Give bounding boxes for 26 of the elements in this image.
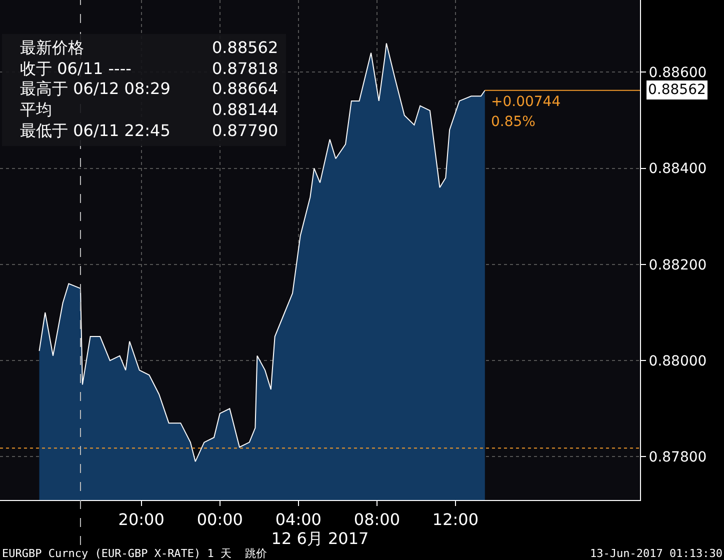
x-tick-label: 00:00 <box>196 510 243 530</box>
y-tick-label: 0.88600 <box>648 65 707 82</box>
y-tick-label: 0.88400 <box>648 161 707 178</box>
annotation: 最低于 06/11 22:45 <box>20 121 170 140</box>
x-tick-label: 20:00 <box>118 510 164 530</box>
annotation: 0.87790 <box>212 121 278 140</box>
x-tick-label: 08:00 <box>354 510 400 530</box>
y-tick-label: 0.88200 <box>648 257 707 274</box>
annotation: 最高于 06/12 08:29 <box>20 79 170 98</box>
ref-line-label: 0.88562 <box>648 82 706 98</box>
annotation: 0.88144 <box>212 100 278 119</box>
annotation: 0.88664 <box>212 79 278 98</box>
annotation: 最新价格 <box>20 38 84 57</box>
annotation: 收于 06/11 ---- <box>20 59 132 78</box>
annotation: 0.87818 <box>212 59 278 78</box>
x-tick-label: 12:00 <box>432 510 479 530</box>
annotation: 0.85% <box>491 114 536 130</box>
text: EURGBP Curncy (EUR-GBP X-RATE) 1 天 跳价 <box>2 547 267 560</box>
annotation: 平均 <box>20 100 52 119</box>
annotation: 0.88562 <box>212 38 278 57</box>
text: 13-Jun-2017 01:13:30 <box>590 547 722 560</box>
y-tick-label: 0.87800 <box>648 450 707 466</box>
x-axis-title: 12 6月 2017 <box>271 529 369 548</box>
annotation: +0.00744 <box>491 94 561 110</box>
y-tick-label: 0.88000 <box>648 353 707 370</box>
x-tick-label: 04:00 <box>275 510 322 530</box>
